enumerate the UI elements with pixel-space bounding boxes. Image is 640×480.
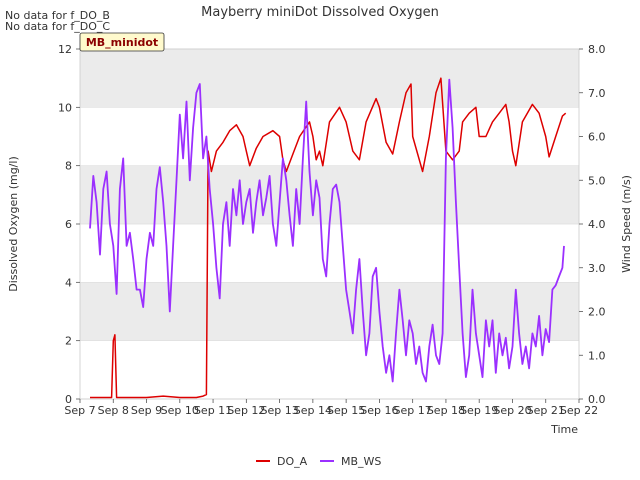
badge-label: MB_minidot <box>86 36 158 49</box>
y-right-tick-label: 2.0 <box>588 306 606 319</box>
x-tick-label: Sep 17 <box>394 404 432 417</box>
x-axis-label: Time <box>550 423 578 436</box>
y-left-tick-label: 0 <box>65 393 72 406</box>
x-tick-label: Sep 10 <box>161 404 199 417</box>
x-tick-label: Sep 15 <box>327 404 365 417</box>
y-right-tick-label: 1.0 <box>588 349 606 362</box>
series-layer <box>89 77 567 399</box>
x-tick-label: Sep 13 <box>260 404 298 417</box>
x-tick-label: Sep 22 <box>560 404 598 417</box>
y-right-tick-label: 4.0 <box>588 218 606 231</box>
band-white <box>80 107 579 166</box>
badge: MB_minidot <box>79 32 165 52</box>
x-tick-label: Sep 19 <box>460 404 498 417</box>
y-left-tick-label: 8 <box>65 160 72 173</box>
y-right-tick-label: 0.0 <box>588 393 606 406</box>
band-gray <box>80 282 579 341</box>
legend: DO_A MB_WS <box>256 455 381 468</box>
note-f-do-b: No data for f_DO_B <box>5 9 110 22</box>
x-tick-label: Sep 14 <box>294 404 332 417</box>
band-gray <box>80 49 579 108</box>
series-line-mb-ws <box>89 78 565 383</box>
legend-label-mb-ws: MB_WS <box>341 455 381 468</box>
y-left-tick-label: 4 <box>65 276 72 289</box>
note-f-do-c: No data for f_DO_C <box>5 20 110 33</box>
x-tick-label: Sep 18 <box>427 404 465 417</box>
y-right-tick-label: 8.0 <box>588 43 606 56</box>
y-axis-left-label: Dissolved Oxygen (mg/l) <box>7 156 20 291</box>
badge-box <box>79 32 165 52</box>
x-tick-label: Sep 9 <box>131 404 162 417</box>
x-tick-label: Sep 11 <box>194 404 232 417</box>
y-axis-left-ticks: 0 2 4 6 8 10 12 <box>58 43 80 406</box>
legend-label-do-a: DO_A <box>277 455 308 468</box>
x-tick-label: Sep 7 <box>64 404 95 417</box>
y-axis-right-label: Wind Speed (m/s) <box>620 175 633 273</box>
x-tick-label: Sep 16 <box>360 404 398 417</box>
y-right-tick-label: 3.0 <box>588 262 606 275</box>
y-left-tick-label: 2 <box>65 335 72 348</box>
chart-title: Mayberry miniDot Dissolved Oxygen <box>201 5 439 20</box>
series-line-do-a <box>90 77 567 399</box>
y-right-tick-label: 6.0 <box>588 131 606 144</box>
x-tick-label: Sep 21 <box>527 404 565 417</box>
x-tick-label: Sep 20 <box>493 404 531 417</box>
background-bands <box>80 49 579 399</box>
y-left-tick-label: 10 <box>58 101 72 114</box>
y-right-tick-label: 7.0 <box>588 87 606 100</box>
y-left-tick-label: 12 <box>58 43 72 56</box>
x-tick-label: Sep 8 <box>98 404 129 417</box>
y-left-tick-label: 6 <box>65 218 72 231</box>
y-axis-right-ticks: 0.0 1.0 2.0 3.0 4.0 5.0 6.0 7.0 8.0 <box>579 43 606 406</box>
y-right-tick-label: 5.0 <box>588 174 606 187</box>
x-tick-label: Sep 12 <box>227 404 265 417</box>
